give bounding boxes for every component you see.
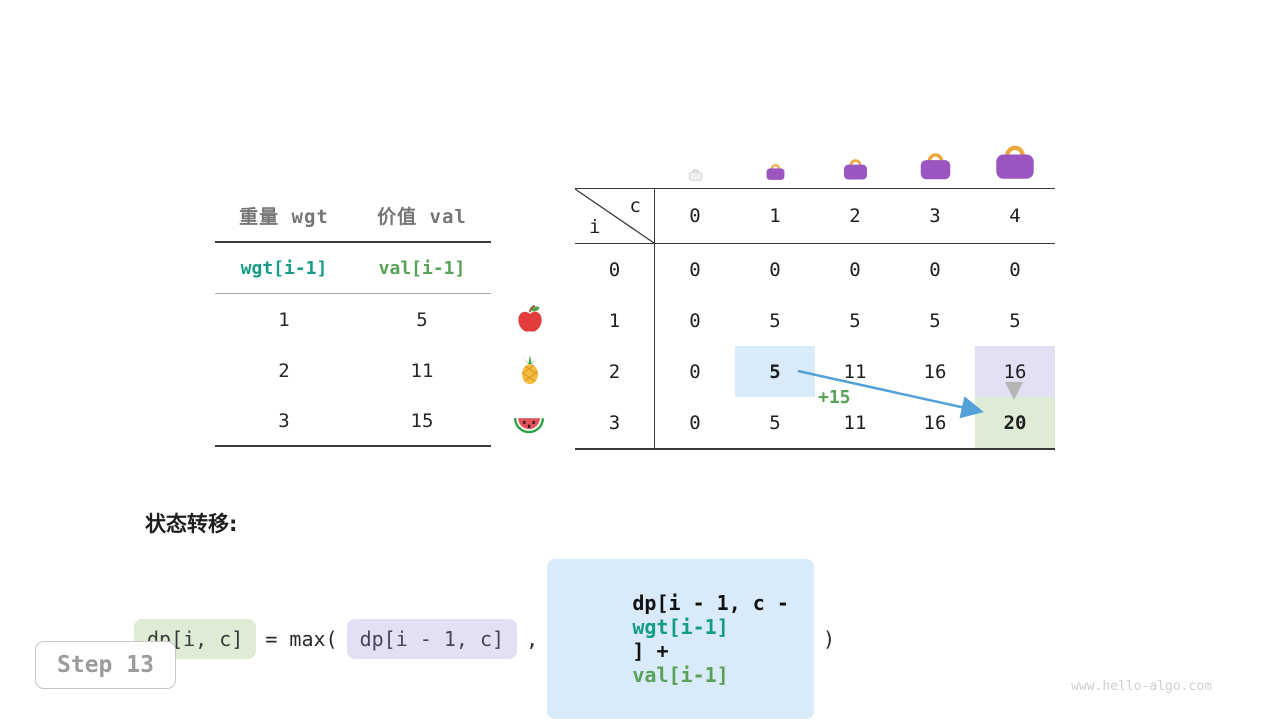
bag-icon-capacity-1 (765, 161, 786, 181)
item-1-weight: 1 (278, 308, 290, 331)
dp-cell-r3-c2: 11 (843, 411, 867, 434)
watermark: www.hello-algo.com (1071, 679, 1212, 694)
formula-keep-chip: dp[i - 1, c] (346, 619, 518, 659)
items-table-header-row: 重量 wgt 价值 val (215, 190, 491, 243)
transition-title: 状态转移: (145, 512, 238, 536)
dp-cell-r0-c3: 0 (929, 258, 941, 281)
dp-cell-r1-c2: 5 (849, 309, 861, 332)
watermelon-icon (512, 406, 546, 438)
dp-cell-r3-c1: 5 (769, 411, 781, 434)
items-table: 重量 wgt 价值 val wgt[i-1] val[i-1] 1 5 2 11… (215, 190, 491, 447)
dp-cell-r1-c4: 5 (1009, 309, 1021, 332)
dp-cell-r2-c3: 16 (923, 360, 947, 383)
dp-row-header-0: 0 (575, 244, 655, 295)
items-row-3: 3 15 (215, 396, 491, 447)
arrow-value-label: +15 (818, 387, 851, 408)
dp-cell-r2-c0: 0 (689, 360, 701, 383)
items-row-2: 2 11 (215, 345, 491, 396)
dp-row-header-1: 1 (575, 295, 655, 346)
items-table-subheader-row: wgt[i-1] val[i-1] (215, 243, 491, 294)
dp-cell-r3-c3: 16 (923, 411, 947, 434)
items-subheader-wgt: wgt[i-1] (240, 257, 328, 279)
formula-equals-max: = max( (265, 627, 338, 651)
take-chip-mid: ] + (632, 639, 681, 663)
item-3-value: 15 (410, 409, 434, 432)
formula-comma: , (526, 627, 539, 651)
dp-cell-r0-c1: 0 (769, 258, 781, 281)
dp-col-header-3: 3 (895, 189, 975, 244)
dp-corner-cell: c i (575, 189, 655, 244)
bag-icon-capacity-0 (688, 167, 703, 181)
dp-cell-r1-c1: 5 (769, 309, 781, 332)
step-label: Step 13 (57, 652, 154, 678)
items-header-value: 价值 val (377, 206, 467, 228)
item-2-value: 11 (410, 359, 434, 382)
apple-icon (515, 304, 545, 334)
dp-cell-r0-c4: 0 (1009, 258, 1021, 281)
dp-row-header-2: 2 (575, 346, 655, 397)
dp-cell-r2-c1-highlight-source: 5 (735, 346, 815, 397)
transition-formula: dp[i, c] = max( dp[i - 1, c] , dp[i - 1,… (134, 559, 835, 719)
dp-col-header-1: 1 (735, 189, 815, 244)
dp-col-header-0: 0 (655, 189, 735, 244)
formula-take-chip: dp[i - 1, c - wgt[i-1] ] + val[i-1] (547, 559, 814, 719)
take-chip-val: val[i-1] (632, 663, 729, 687)
item-3-weight: 3 (278, 409, 290, 432)
dp-cell-r3-c0: 0 (689, 411, 701, 434)
dp-row-header-3: 3 (575, 397, 655, 448)
dp-col-header-2: 2 (815, 189, 895, 244)
corner-diagonal-line (575, 189, 654, 243)
step-indicator: Step 13 (35, 641, 176, 689)
dp-cell-r2-c4-highlight-keep: 16 (975, 346, 1055, 397)
dp-corner-row-var: i (589, 216, 601, 238)
bag-icon-capacity-4 (993, 139, 1037, 181)
bag-icon-capacity-2 (842, 155, 869, 181)
item-2-weight: 2 (278, 359, 290, 382)
formula-close-paren: ) (822, 627, 835, 651)
items-header-weight: 重量 wgt (239, 206, 329, 228)
take-chip-prefix: dp[i - 1, c - (632, 591, 801, 615)
dp-cell-r1-c0: 0 (689, 309, 701, 332)
dp-cell-r0-c0: 0 (689, 258, 701, 281)
item-1-value: 5 (416, 308, 428, 331)
dp-col-header-4: 4 (975, 189, 1055, 244)
bag-icon-capacity-3 (918, 148, 953, 181)
items-subheader-val: val[i-1] (378, 257, 466, 279)
dp-cell-r0-c2: 0 (849, 258, 861, 281)
dp-cell-r3-c4-highlight-result: 20 (975, 397, 1055, 448)
dp-corner-col-var: c (629, 195, 641, 217)
take-chip-wgt: wgt[i-1] (632, 615, 729, 639)
pineapple-icon (515, 355, 545, 385)
dp-cell-r1-c3: 5 (929, 309, 941, 332)
dp-table: c i 0 1 2 3 4 0 0 0 0 0 0 1 0 5 5 5 5 2 … (575, 188, 1055, 450)
items-row-1: 1 5 (215, 294, 491, 345)
